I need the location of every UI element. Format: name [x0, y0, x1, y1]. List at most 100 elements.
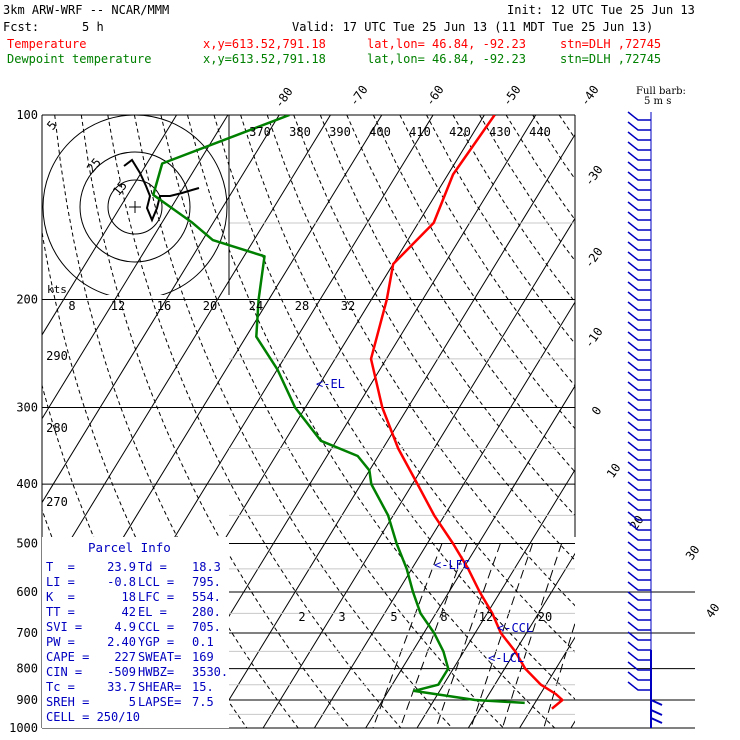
parcel-value: 2.40: [107, 635, 136, 649]
wind-barb: [627, 321, 651, 331]
parcel-label: YGP =: [138, 635, 175, 649]
wind-barb: [627, 351, 651, 361]
adiabat-310: [213, 115, 575, 700]
valid-time: Valid: 17 UTC Tue 25 Jun 13 (11 MDT Tue …: [292, 20, 654, 34]
theta-label: 420: [449, 125, 471, 139]
parcel-value: 4.9: [114, 620, 136, 634]
parcel-label: SREH =: [46, 695, 90, 709]
parcel-value: 227: [114, 650, 136, 664]
pressure-label-800: 800: [16, 662, 38, 676]
parcel-info-background: [42, 537, 229, 728]
sounding-profiles: [152, 115, 564, 710]
wind-barb: [627, 371, 651, 381]
adiabat-470: [639, 115, 740, 728]
theta-label: 270: [46, 495, 68, 509]
wind-barb: [627, 201, 651, 211]
parcel-label: CELL = 250/10: [46, 710, 140, 724]
parcel-info-title: Parcel Info: [88, 540, 171, 555]
isotherm-label: -50: [500, 83, 524, 109]
hodograph-trace: [123, 158, 200, 223]
mixing-ratio-label: 8: [440, 610, 447, 624]
parcel-label: T =: [46, 560, 75, 574]
temperature-xy: x,y=613.52,791.18: [203, 37, 326, 51]
parcel-label: SVI =: [46, 620, 83, 634]
mixing-ratio-label: 20: [538, 610, 552, 624]
sounding-header: 3km ARW-WRF -- NCAR/MMM Init: 12 UTC Tue…: [0, 0, 740, 70]
mixing-ratio-label: 12: [479, 610, 493, 624]
adiabat-430: [532, 115, 575, 180]
parcel-value: 169: [192, 650, 214, 664]
pressure-label-600: 600: [16, 585, 38, 599]
hodograph-speed-label: 24: [249, 299, 263, 313]
theta-label: 400: [369, 125, 391, 139]
pressure-label-700: 700: [16, 626, 38, 640]
level-marker: <-LFC: [434, 558, 470, 572]
level-marker: <-CCL: [497, 621, 533, 635]
isotherm-20: [519, 636, 575, 728]
wind-barb: [627, 431, 651, 441]
wind-barb: [627, 271, 651, 281]
isotherm-label: -40: [578, 83, 602, 109]
dewpoint-latlon: lat,lon= 46.84, -92.23: [367, 52, 526, 66]
wind-barb: [627, 281, 651, 291]
wind-barb-lower: [650, 650, 663, 728]
parcel-label: TT =: [46, 605, 75, 619]
wind-barb: [627, 391, 651, 401]
forecast-label: Fcst:: [3, 20, 40, 34]
isotherm--100: [42, 115, 280, 504]
adiabat-280: [133, 115, 453, 728]
isotherm-label: -80: [272, 85, 296, 111]
wind-barb: [627, 241, 651, 251]
mixing-ratio-label: 3: [338, 610, 345, 624]
parcel-label: SHEAR=: [138, 680, 182, 694]
parcel-label: LCL =: [138, 575, 175, 589]
theta-label: 370: [249, 125, 271, 139]
wind-barb: [627, 621, 651, 631]
wind-barb: [627, 131, 651, 141]
parcel-label: HWBZ=: [138, 665, 175, 679]
isotherm-label: 0: [589, 404, 605, 418]
parcel-value: 15.: [192, 680, 214, 694]
wind-barb: [627, 611, 651, 621]
wind-barb: [627, 261, 651, 271]
parcel-label: EL =: [138, 605, 167, 619]
wind-barb: [627, 601, 651, 611]
parcel-value: 3530.: [192, 665, 229, 679]
wind-barb: [627, 171, 651, 181]
wind-barb: [627, 671, 651, 681]
isotherm-50: [674, 115, 740, 728]
wind-barb: [627, 441, 651, 451]
wind-barb: [627, 151, 651, 161]
hodograph-speed-label: 32: [341, 299, 355, 313]
adiabat-400: [452, 115, 575, 303]
parcel-value: 7.5: [192, 695, 214, 709]
hodograph-speed-label: 8: [68, 299, 75, 313]
parcel-label: Td =: [138, 560, 167, 574]
isotherm-label: -30: [582, 163, 606, 189]
pressure-label-500: 500: [16, 536, 38, 550]
hodograph-ring: [42, 115, 228, 295]
hodograph-ring-label: 5: [44, 118, 59, 133]
temperature-profile: [369, 115, 564, 710]
barb-key-line2: 5 m s: [644, 96, 671, 107]
adiabat-240: [42, 228, 248, 728]
parcel-info-panel: T = 23.9 Td = 18.3 LI = -0.8 LCL = 795. K = 18 LFC…: [42, 537, 232, 732]
wind-barb: [627, 311, 651, 321]
wind-barb: [627, 461, 651, 471]
wind-barb: [627, 361, 651, 371]
hodograph-ring-label: 25: [84, 155, 104, 175]
isotherm--30: [262, 217, 575, 728]
init-time: Init: 12 UTC Tue 25 Jun 13: [507, 3, 695, 17]
isotherm--120: [42, 115, 177, 336]
wind-barb: [627, 681, 651, 691]
hodograph-units: kts: [47, 283, 67, 296]
isotherm--90: [42, 115, 331, 588]
dewpoint-xy: x,y=613.52,791.18: [203, 52, 326, 66]
temperature-latlon: lat,lon= 46.84, -92.23: [367, 37, 526, 51]
hodograph-ring: [79, 151, 191, 263]
wind-barb: [627, 231, 651, 241]
isotherm-10: [467, 552, 575, 728]
wind-barb: [627, 381, 651, 391]
theta-label: 290: [46, 349, 68, 363]
